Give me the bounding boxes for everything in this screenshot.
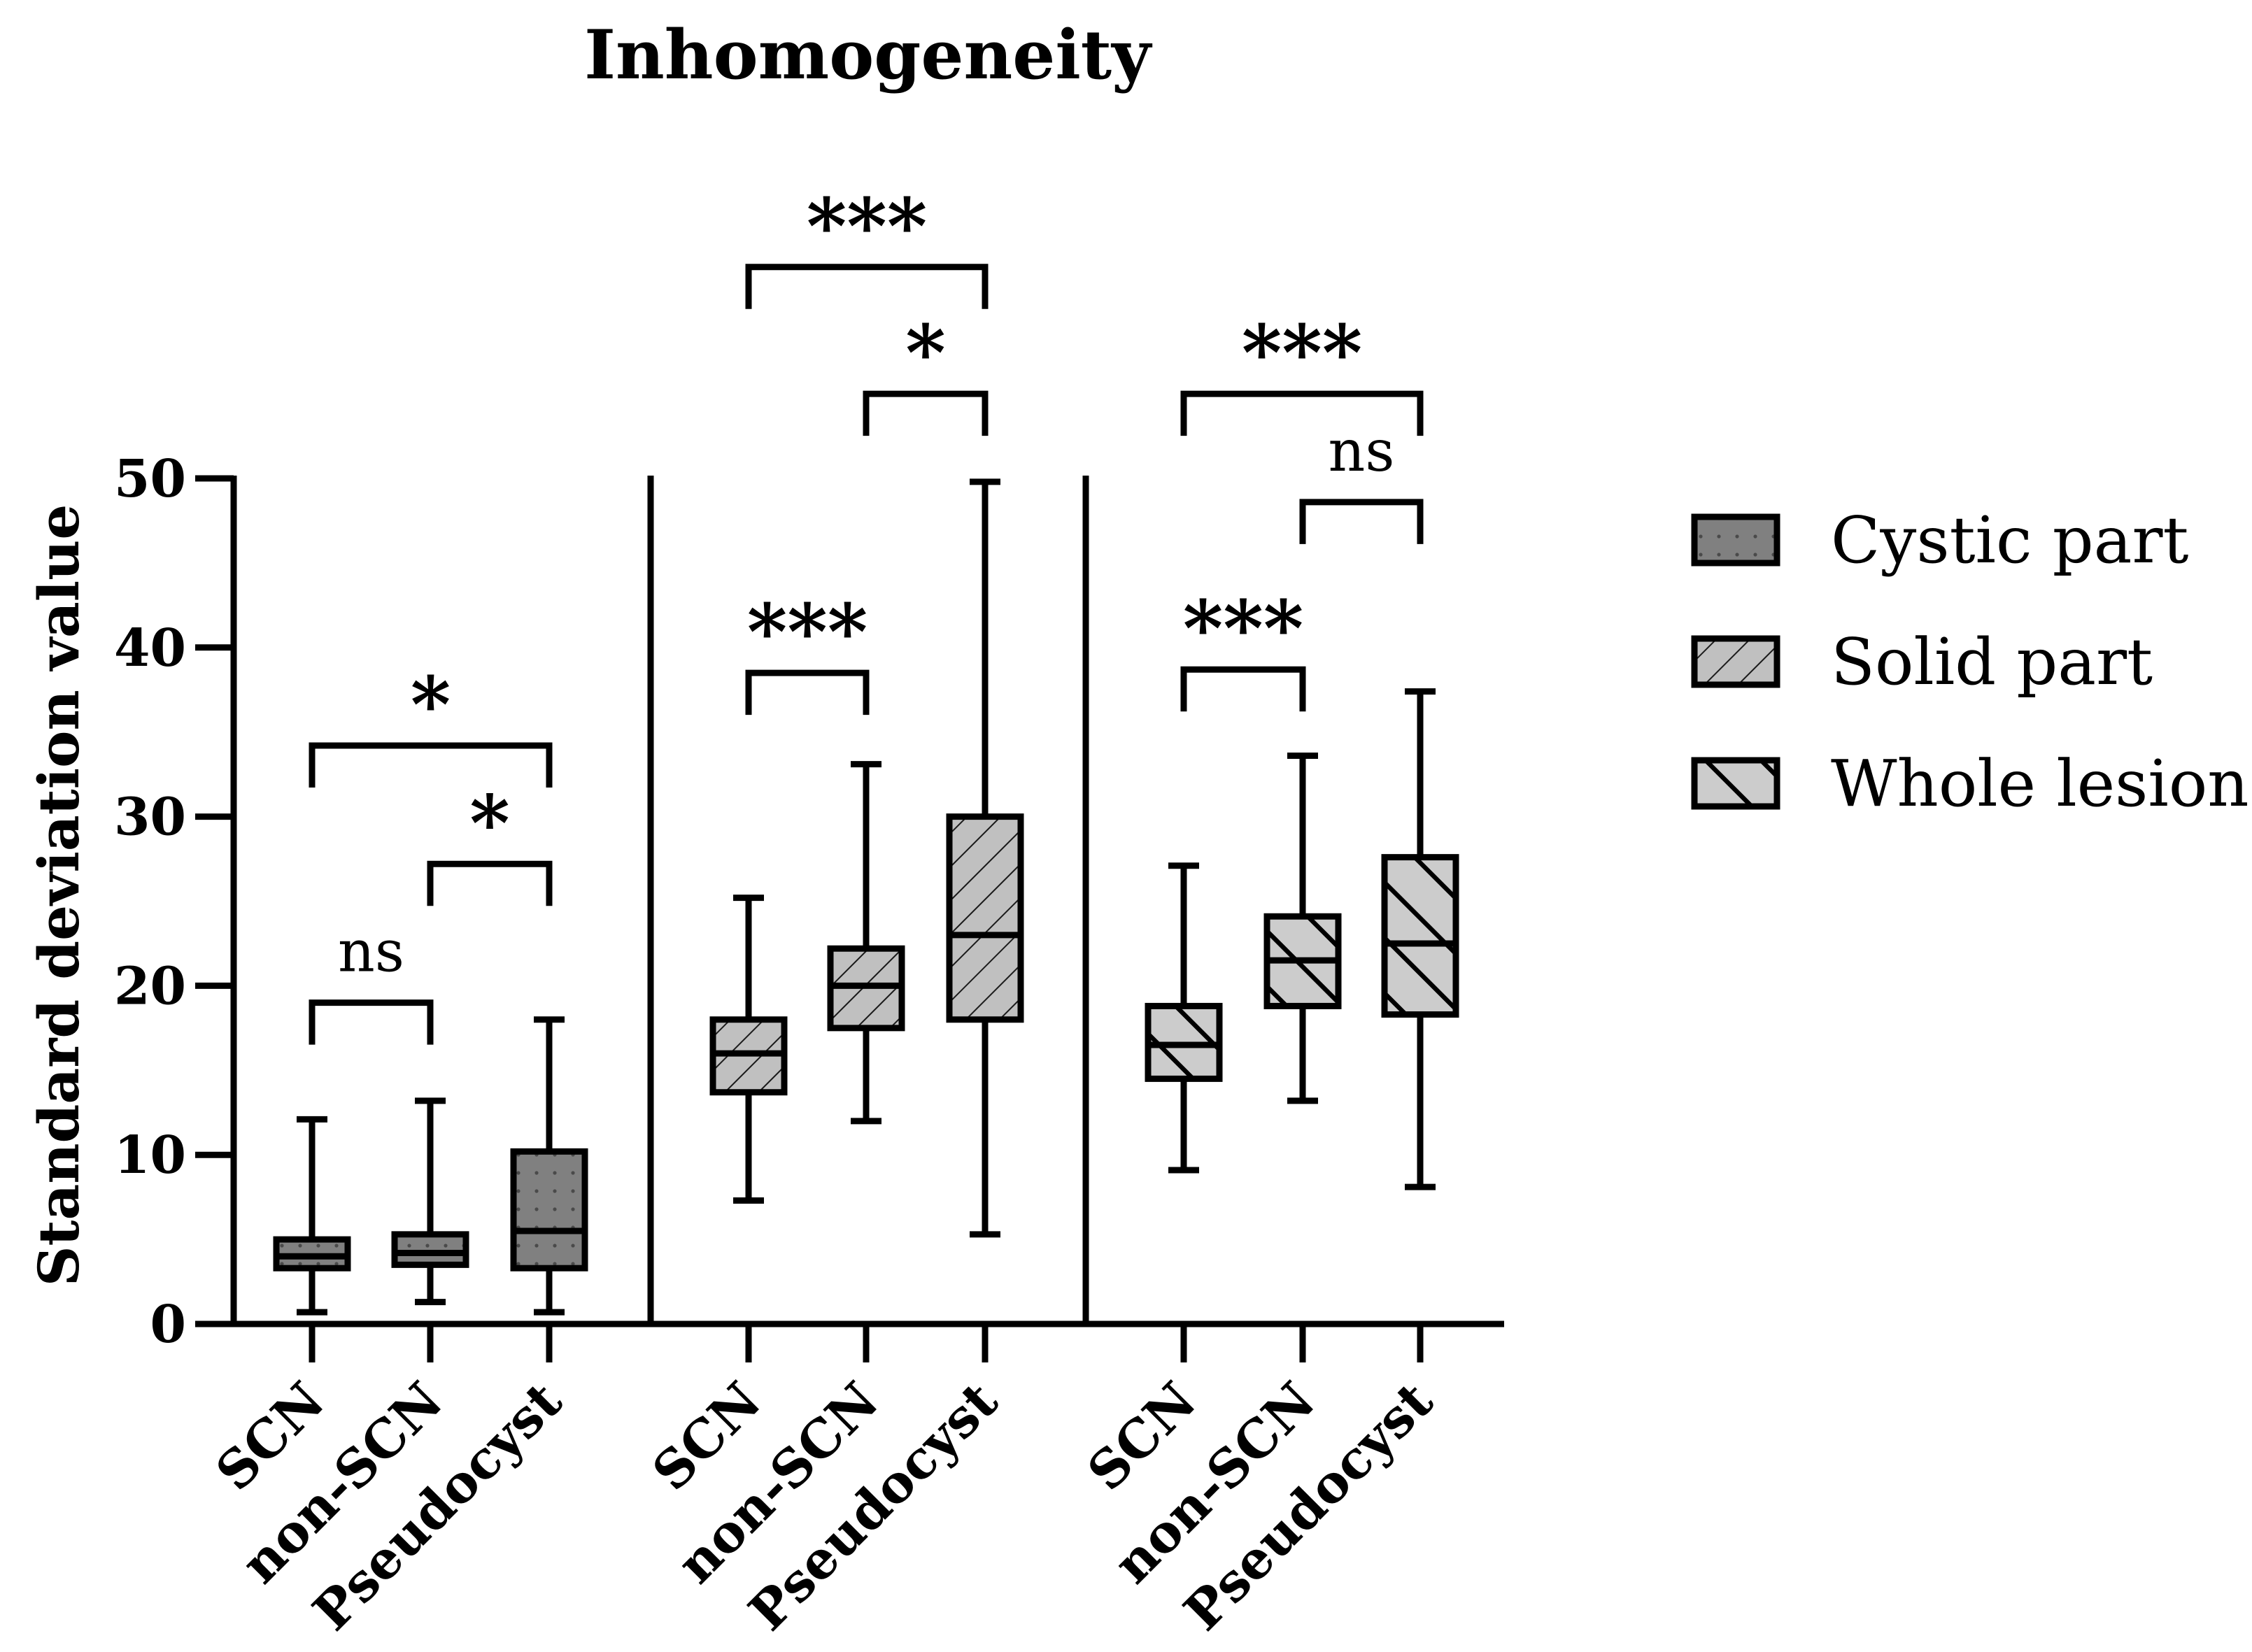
legend-label: Cystic part	[1831, 503, 2188, 578]
significance-bracket	[309, 742, 553, 788]
series-solid-part: *******	[709, 181, 1024, 1238]
legend-item: Solid part	[1691, 625, 2153, 699]
significance-bracket	[1180, 390, 1424, 436]
significance-bracket	[863, 390, 989, 436]
plot-area: ns************ns***	[273, 181, 1459, 1316]
legend-swatch	[1691, 635, 1780, 688]
y-tick-label: 10	[114, 1125, 186, 1185]
legend-label: Whole lesion	[1831, 746, 2249, 821]
significance-bracket	[1299, 499, 1424, 544]
significance-label: ***	[1183, 583, 1304, 674]
y-tick-label: 20	[114, 956, 186, 1016]
box	[391, 1231, 469, 1268]
significance-label: ns	[338, 919, 404, 985]
significance-label: ***	[807, 181, 928, 271]
significance-label: *	[411, 660, 451, 750]
significance-label: ***	[747, 587, 868, 677]
box	[1381, 854, 1459, 1018]
legend-swatch	[1691, 757, 1780, 810]
y-tick-label: 40	[114, 618, 186, 678]
legend-item: Whole lesion	[1691, 746, 2249, 821]
significance-label: *	[469, 778, 510, 868]
significance-label: ns	[1329, 418, 1395, 485]
significance-bracket	[745, 669, 870, 715]
significance-label: *	[905, 308, 946, 398]
significance-label: ***	[1242, 308, 1363, 398]
significance-bracket	[1180, 666, 1306, 712]
legend-swatch	[1691, 513, 1780, 567]
y-tick-label: 30	[114, 788, 186, 848]
axes: 0 10 20 30 40 50	[114, 449, 1504, 1362]
legend: Cystic part Solid part Whole lesion	[1691, 503, 2249, 821]
box	[510, 1148, 588, 1272]
y-tick-label: 0	[150, 1295, 187, 1355]
legend-label: Solid part	[1831, 625, 2153, 699]
legend-item: Cystic part	[1691, 503, 2188, 578]
significance-bracket	[745, 264, 989, 309]
significance-bracket	[427, 860, 553, 906]
y-tick-label: 50	[114, 449, 186, 509]
series-whole-lesion: *** ns ***	[1145, 308, 1459, 1190]
significance-bracket	[309, 999, 434, 1045]
chart-title: Inhomogeneity	[584, 15, 1153, 94]
y-axis-label: Standard deviation value	[26, 504, 92, 1286]
box	[946, 813, 1024, 1023]
series-cystic-part: ns **	[273, 660, 588, 1316]
